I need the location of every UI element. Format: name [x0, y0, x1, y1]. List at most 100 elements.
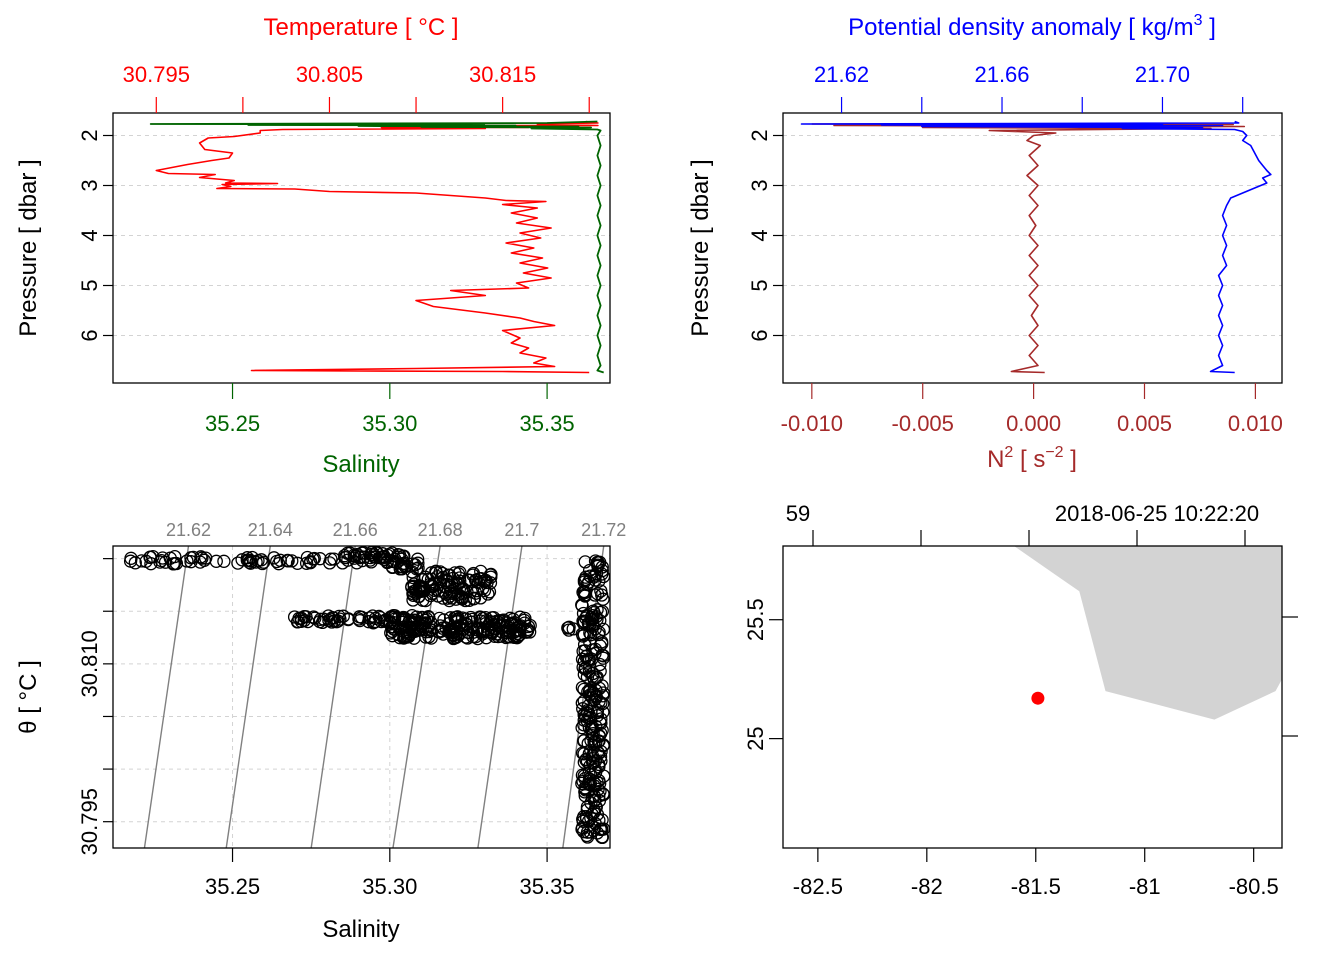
ts-diagram-axes: 35.25 35.30 35.35 30.795 30.810 [77, 558, 575, 899]
pressure-tick-label: 6 [77, 329, 102, 341]
profile-ts-frame [112, 112, 611, 384]
ts-point [592, 789, 606, 803]
ts-point [592, 694, 606, 709]
isopycnal-label: 21.64 [248, 520, 293, 540]
density-tick-label: 21.66 [974, 62, 1029, 87]
ts-point [577, 810, 591, 824]
ts-point [594, 754, 608, 768]
ts-point [415, 584, 430, 598]
ts-point [484, 626, 498, 640]
ts-point [357, 550, 371, 564]
latitude-tick-label: 25 [743, 726, 768, 750]
ts-point [575, 680, 590, 695]
temperature-profile-line [155, 120, 599, 374]
isopycnal-line [477, 545, 523, 849]
n2-tick-label: 0.005 [1117, 411, 1172, 436]
ts-point [166, 557, 180, 571]
ts-point [308, 611, 322, 625]
ts-point [590, 775, 604, 789]
ts-point [578, 781, 592, 796]
ts-point [447, 631, 461, 645]
ts-point [581, 736, 595, 751]
ts-point [575, 746, 590, 760]
ts-point [446, 571, 460, 586]
ts-point [128, 556, 142, 570]
isopycnal-label: 21.62 [166, 520, 211, 540]
ts-point [406, 593, 420, 607]
pressure-axis-title: Pressure [ dbar ] [15, 159, 42, 336]
ts-point [460, 631, 475, 645]
longitude-tick-label: -80.5 [1229, 874, 1279, 899]
ts-point [336, 609, 350, 623]
ts-point [580, 830, 595, 844]
isopycnal-line [310, 545, 356, 849]
ts-point [209, 554, 223, 568]
density-title-sup: 3 [1194, 12, 1203, 29]
ts-point [513, 628, 527, 642]
ts-point [578, 709, 592, 724]
temperature-tick-label: 30.805 [296, 62, 363, 87]
ts-point [134, 554, 149, 568]
n2-title-sup1: 2 [1004, 444, 1013, 461]
profile-ts-panel: 2 3 4 5 6 30.795 30.805 30.815 35.25 35.30 35.35 T… [15, 14, 611, 478]
ts-point [593, 750, 608, 764]
ts-point [485, 625, 499, 639]
ts-point [446, 625, 460, 640]
ts-point [521, 619, 536, 634]
ts-point [577, 628, 591, 642]
ts-point [184, 555, 198, 569]
ts-point [373, 550, 387, 565]
ts-point [459, 612, 473, 626]
ts-diagram-frame [112, 545, 611, 849]
ts-point [297, 613, 311, 628]
ts-point [575, 598, 589, 612]
ts-salinity-tick-label: 35.35 [520, 874, 575, 899]
ts-point [582, 767, 596, 781]
isopycnal-line [143, 545, 190, 849]
ts-point [197, 553, 212, 567]
ts-point [363, 553, 377, 567]
ts-point [577, 575, 592, 589]
ts-point [409, 624, 424, 638]
ts-point [588, 554, 603, 568]
ts-point [583, 684, 597, 698]
longitude-tick-label: -81 [1129, 874, 1161, 899]
ts-point [594, 726, 608, 741]
ts-point [307, 551, 321, 566]
ts-point [487, 624, 501, 638]
ts-point [423, 588, 438, 603]
ts-point [249, 555, 263, 569]
ts-point [338, 550, 352, 565]
land-area [1014, 546, 1282, 720]
density-axis-title: Potential density anomaly [ kg/m3 ] [848, 12, 1216, 41]
ts-point [452, 571, 467, 585]
ts-point [400, 630, 414, 644]
ts-point [450, 612, 465, 626]
ts-point [408, 558, 422, 572]
ts-point [594, 822, 608, 836]
ts-point [324, 552, 338, 566]
ts-point [460, 585, 474, 599]
density-tick-label: 21.70 [1135, 62, 1190, 87]
ts-point [406, 588, 420, 602]
n2-tick-label: -0.010 [781, 411, 843, 436]
isopycnal-label: 21.72 [581, 520, 626, 540]
ts-point [575, 652, 590, 666]
ts-point [270, 554, 284, 569]
ts-point [155, 551, 170, 565]
ts-point [583, 626, 597, 640]
ts-point [251, 554, 265, 568]
ts-point [432, 611, 447, 626]
ts-point [180, 554, 194, 568]
map-top-left-label: 59 [786, 501, 810, 526]
latitude-tick-label: 25.5 [743, 598, 768, 641]
ts-point [459, 616, 473, 631]
pressure-tick-label: 5 [747, 279, 772, 291]
ts-point [231, 556, 245, 570]
ts-point [407, 577, 421, 591]
ts-point [593, 657, 607, 672]
ts-point [184, 551, 198, 565]
ts-point [465, 612, 479, 627]
ts-point [429, 564, 443, 578]
